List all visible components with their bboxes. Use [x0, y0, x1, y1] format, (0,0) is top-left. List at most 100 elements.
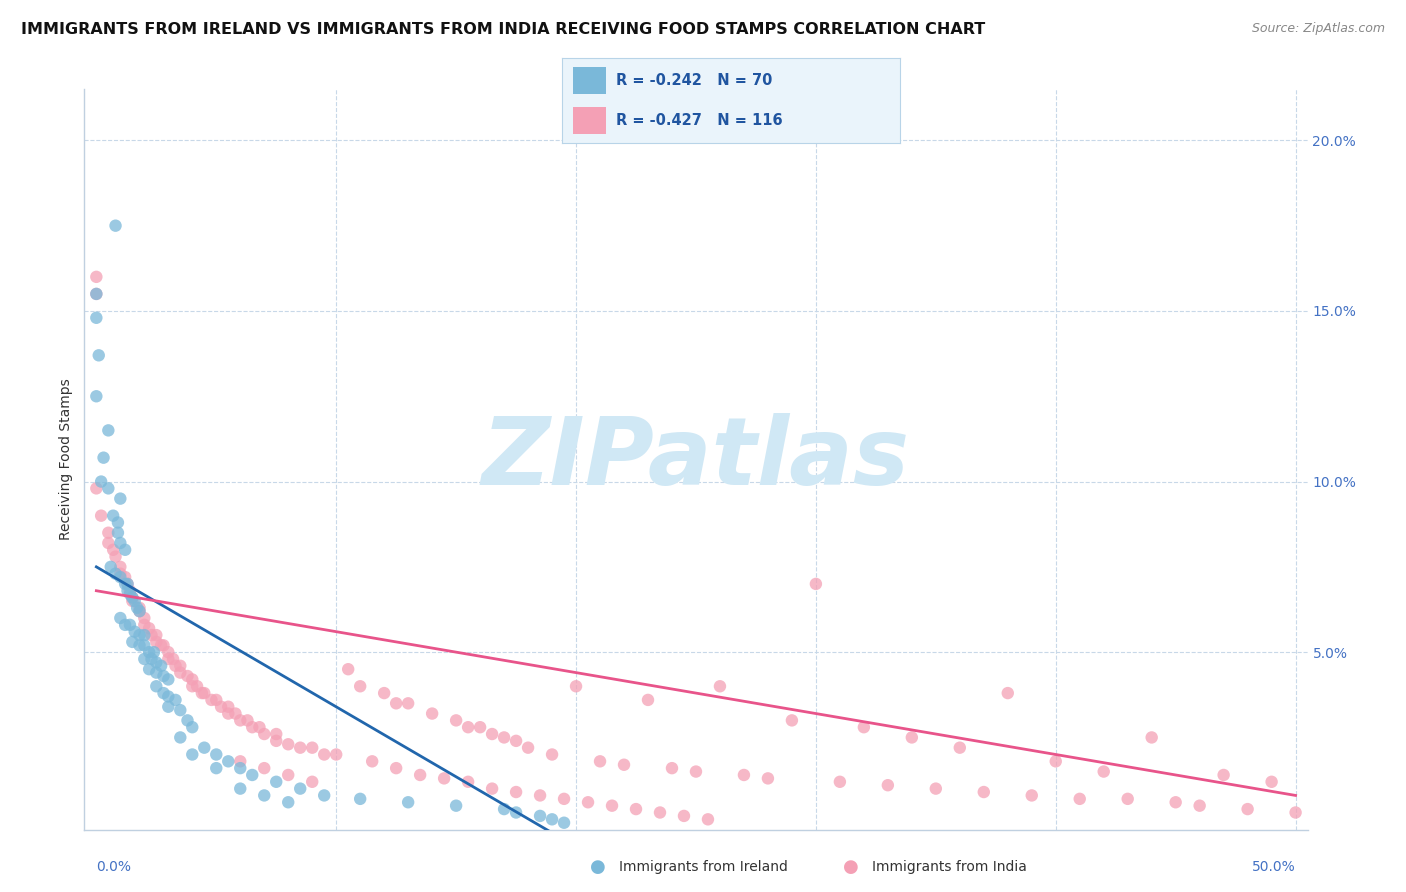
- Text: 50.0%: 50.0%: [1251, 860, 1295, 874]
- Point: [141, 652, 163, 666]
- Point: [128, 604, 150, 618]
- Point: [229, 781, 252, 796]
- Point: [780, 714, 803, 728]
- Point: [86, 286, 108, 301]
- Point: [157, 699, 180, 714]
- Point: [152, 686, 174, 700]
- Point: [118, 583, 141, 598]
- Point: [505, 734, 527, 748]
- Point: [101, 542, 124, 557]
- Point: [1164, 795, 1187, 809]
- Point: [104, 219, 127, 233]
- Text: IMMIGRANTS FROM IRELAND VS IMMIGRANTS FROM INDIA RECEIVING FOOD STAMPS CORRELATI: IMMIGRANTS FROM IRELAND VS IMMIGRANTS FR…: [21, 22, 986, 37]
- Point: [134, 618, 156, 632]
- Point: [181, 747, 204, 762]
- Point: [134, 638, 156, 652]
- Point: [128, 600, 150, 615]
- Point: [152, 638, 174, 652]
- Point: [444, 798, 467, 813]
- Point: [828, 774, 851, 789]
- Point: [110, 570, 132, 584]
- Point: [176, 669, 198, 683]
- Point: [121, 591, 143, 605]
- Point: [181, 679, 204, 693]
- Point: [169, 703, 191, 717]
- Point: [325, 747, 347, 762]
- Point: [121, 594, 143, 608]
- Point: [249, 720, 271, 734]
- Point: [145, 635, 167, 649]
- Point: [973, 785, 995, 799]
- Point: [104, 549, 127, 564]
- Point: [697, 813, 720, 827]
- Point: [152, 669, 174, 683]
- Point: [87, 348, 110, 362]
- Text: R = -0.427   N = 116: R = -0.427 N = 116: [616, 113, 783, 128]
- Point: [141, 628, 163, 642]
- Point: [128, 628, 150, 642]
- Point: [128, 604, 150, 618]
- Bar: [572, 67, 606, 95]
- Point: [277, 768, 299, 782]
- Point: [494, 731, 516, 745]
- Point: [127, 600, 149, 615]
- Point: [118, 587, 141, 601]
- Point: [481, 781, 503, 796]
- Point: [181, 720, 204, 734]
- Point: [229, 755, 252, 769]
- Point: [396, 696, 419, 710]
- Point: [191, 686, 214, 700]
- Point: [290, 740, 312, 755]
- Point: [217, 699, 239, 714]
- Point: [97, 482, 120, 496]
- Point: [193, 740, 215, 755]
- Point: [150, 638, 173, 652]
- Point: [264, 727, 287, 741]
- Point: [86, 389, 108, 403]
- Point: [104, 566, 127, 581]
- Point: [553, 815, 575, 830]
- Text: R = -0.242   N = 70: R = -0.242 N = 70: [616, 73, 773, 88]
- Point: [253, 761, 276, 775]
- Point: [165, 693, 187, 707]
- Point: [420, 706, 443, 721]
- Point: [240, 768, 263, 782]
- Point: [90, 508, 112, 523]
- Point: [157, 690, 180, 704]
- Point: [128, 638, 150, 652]
- Point: [86, 286, 108, 301]
- Point: [624, 802, 647, 816]
- Point: [505, 805, 527, 820]
- Text: Immigrants from India: Immigrants from India: [872, 860, 1026, 874]
- Point: [110, 559, 132, 574]
- Point: [997, 686, 1019, 700]
- Point: [134, 652, 156, 666]
- Point: [901, 731, 924, 745]
- Point: [205, 693, 228, 707]
- Point: [253, 789, 276, 803]
- Point: [142, 645, 165, 659]
- Point: [110, 566, 132, 581]
- Point: [93, 450, 115, 465]
- Point: [114, 542, 136, 557]
- Point: [157, 652, 180, 666]
- Point: [107, 525, 129, 540]
- Point: [925, 781, 948, 796]
- Point: [541, 813, 564, 827]
- Point: [685, 764, 707, 779]
- Point: [86, 310, 108, 325]
- Point: [1116, 792, 1139, 806]
- Point: [100, 559, 122, 574]
- Point: [121, 591, 143, 605]
- Point: [373, 686, 395, 700]
- Point: [949, 740, 972, 755]
- Point: [110, 491, 132, 506]
- Point: [505, 785, 527, 799]
- Point: [444, 714, 467, 728]
- Text: Source: ZipAtlas.com: Source: ZipAtlas.com: [1251, 22, 1385, 36]
- Point: [157, 673, 180, 687]
- Point: [733, 768, 755, 782]
- Point: [264, 774, 287, 789]
- Point: [457, 720, 479, 734]
- Point: [314, 747, 336, 762]
